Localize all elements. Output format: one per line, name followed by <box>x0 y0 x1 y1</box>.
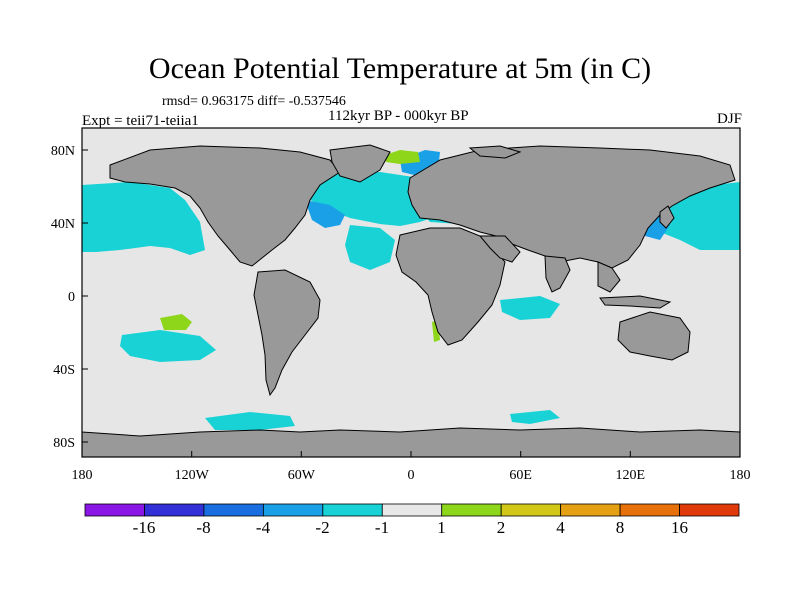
colorbar-swatch <box>322 503 383 517</box>
colorbar-swatch <box>144 503 205 517</box>
x-tick-label: 120E <box>616 468 646 483</box>
y-tick-label: 80S <box>53 436 75 451</box>
anomaly-patch-east-pacific-warm <box>160 314 192 330</box>
land-north-america <box>109 145 341 267</box>
colorbar-label: 4 <box>556 518 565 537</box>
colorbar-label: -1 <box>375 518 389 537</box>
colorbar-swatch <box>500 503 562 517</box>
colorbar-swatch <box>84 503 145 517</box>
colorbar-label: -2 <box>315 518 329 537</box>
anomaly-patch-central-atlantic <box>345 225 395 270</box>
x-tick-label: 180 <box>72 468 93 483</box>
x-axis-labels: 180 120W 60W 0 60E 120E 180 <box>72 468 751 483</box>
land-southeast-asia <box>597 261 621 293</box>
colorbar-label: -4 <box>256 518 271 537</box>
colorbar-label: -8 <box>196 518 210 537</box>
map-title: Ocean Potential Temperature at 5m (in C) <box>148 52 652 85</box>
colorbar <box>84 503 740 517</box>
anomaly-patch-gulf-stream <box>305 200 345 228</box>
land-arabia <box>478 235 521 263</box>
y-tick-label: 80N <box>51 144 75 159</box>
land-india <box>544 255 571 293</box>
colorbar-swatch <box>262 503 324 517</box>
anomaly-patch-indian-ocean <box>500 296 560 320</box>
anomaly-patch-barents-warm <box>385 150 420 164</box>
land-greenland <box>329 144 391 183</box>
colorbar-swatch <box>381 503 443 517</box>
colorbar-label: 16 <box>671 518 688 537</box>
x-tick-label: 180 <box>730 468 751 483</box>
y-axis-labels: 80N 40N 0 40S 80S <box>51 144 75 451</box>
colorbar-labels: -16 -8 -4 -2 -1 1 2 4 8 16 <box>133 518 688 537</box>
y-tick-label: 40S <box>53 363 75 378</box>
x-tick-label: 0 <box>408 468 415 483</box>
y-tick-label: 40N <box>51 217 75 232</box>
y-tick-label: 0 <box>68 290 75 305</box>
colorbar-swatch <box>441 503 502 517</box>
tick-marks <box>81 149 741 457</box>
colorbar-swatch <box>203 503 264 517</box>
colorbar-label: 1 <box>437 518 446 537</box>
anomaly-patch-north-pacific <box>82 182 205 255</box>
x-tick-label: 60W <box>288 468 316 483</box>
land-indonesia <box>599 295 672 309</box>
season-label: DJF <box>716 111 742 127</box>
land-masses <box>81 144 741 458</box>
colorbar-swatch <box>619 503 680 517</box>
colorbar-swatch <box>679 503 740 517</box>
experiment-label: Expt = teii71-teiia1 <box>82 113 199 129</box>
colorbar-label: -16 <box>133 518 156 537</box>
colorbar-swatch <box>560 503 621 517</box>
anomaly-patch-south-pacific <box>120 330 216 362</box>
period-text: 112kyr BP - 000kyr BP <box>328 108 469 124</box>
land-africa <box>395 227 506 346</box>
land-south-america <box>253 269 321 397</box>
land-japan <box>659 205 675 229</box>
x-tick-label: 120W <box>175 468 210 483</box>
colorbar-label: 2 <box>497 518 506 537</box>
x-tick-label: 60E <box>509 468 532 483</box>
anomaly-patch-southern-ocean-indian <box>510 410 560 424</box>
land-arctic-islands <box>468 145 522 159</box>
colorbar-label: 8 <box>616 518 625 537</box>
stats-text: rmsd= 0.963175 diff= -0.537546 <box>162 94 346 109</box>
anomaly-patch-southern-ocean-atlantic <box>205 412 295 430</box>
land-eurasia <box>407 145 736 269</box>
land-australia <box>617 311 691 361</box>
